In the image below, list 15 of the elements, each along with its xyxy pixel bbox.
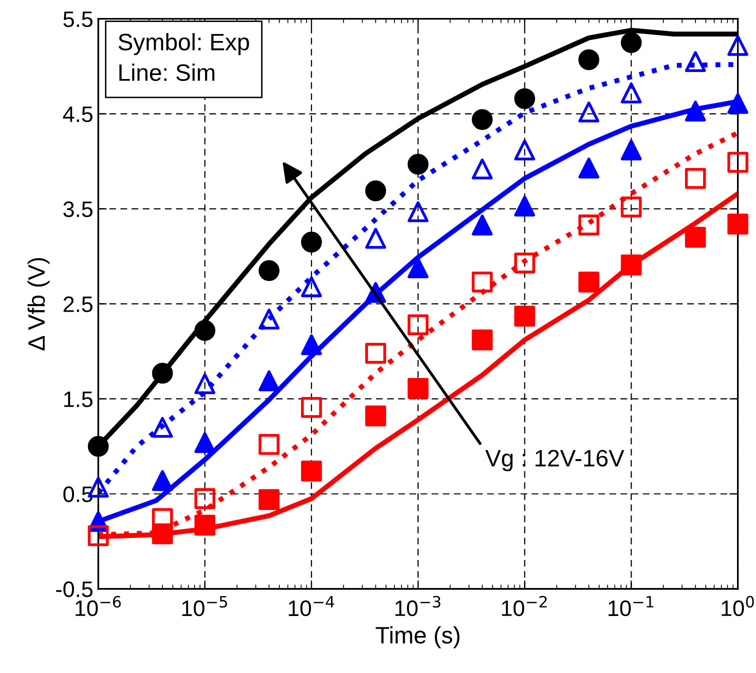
y-tick-label: 1.5 bbox=[64, 392, 92, 408]
y-tick-label: 3.5 bbox=[63, 201, 92, 218]
y-axis-title: Δ Vfb (V) bbox=[28, 258, 50, 350]
x-axis-title: Time (s) bbox=[376, 626, 460, 648]
y-tick-label: 2.5 bbox=[64, 296, 92, 312]
x-tick-label: 10$^{−3}$ bbox=[395, 596, 440, 616]
y-tick-label: 4.5 bbox=[63, 106, 92, 122]
x-tick-label: 10$^{−5}$ bbox=[182, 596, 228, 616]
x-tick-label: 10$^{−2}$ bbox=[502, 596, 547, 616]
x-tick-label: 10$^{−1}$ bbox=[608, 596, 654, 616]
x-tick-label: 10$^{−4}$ bbox=[288, 596, 334, 616]
y-tick-label: -0.5 bbox=[56, 581, 92, 598]
x-tick-label: 10$^{0}$ bbox=[722, 596, 754, 616]
y-tick-label: 5.5 bbox=[63, 12, 92, 28]
annotation: Symbol: Exp Line: Sim bbox=[118, 33, 250, 82]
